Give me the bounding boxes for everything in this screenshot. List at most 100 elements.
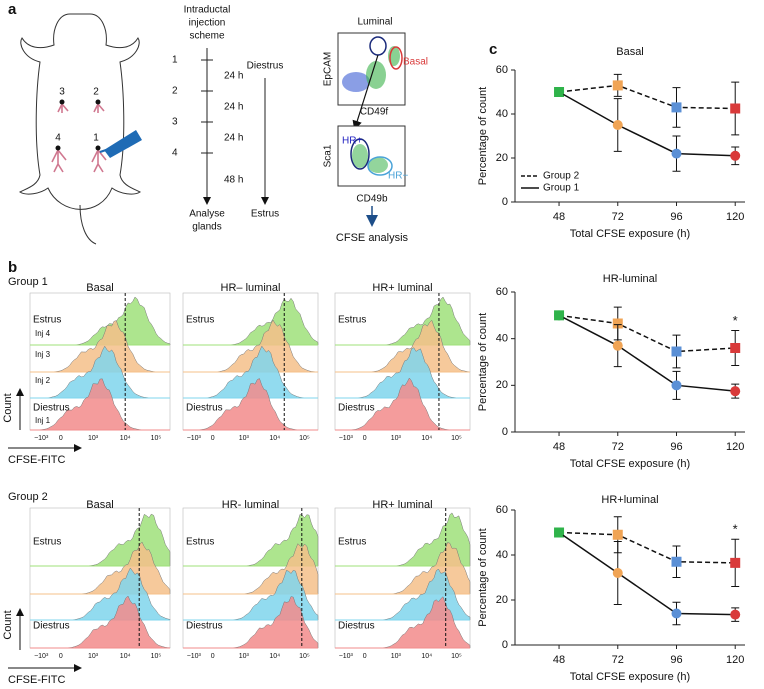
gland-label: 1 xyxy=(93,133,99,144)
marker xyxy=(730,386,741,397)
histogram-tick-label: 10⁴ xyxy=(269,653,280,660)
histogram-tick-label: 0 xyxy=(59,435,63,442)
stage-label: Estrus xyxy=(33,315,61,326)
flow-y-label: Sca1 xyxy=(323,144,334,167)
injection-label: Inj 3 xyxy=(35,350,51,359)
marker xyxy=(730,609,741,620)
histogram-tick-label: 10³ xyxy=(88,435,99,442)
x-tick-label: 96 xyxy=(670,654,682,666)
y-tick-label: 40 xyxy=(496,549,508,561)
histogram-tick-label: 10³ xyxy=(391,653,402,660)
histogram-tick-label: 10³ xyxy=(239,653,250,660)
histogram-title: Basal xyxy=(86,282,114,294)
histogram-title: HR+ luminal xyxy=(372,499,432,511)
scheme-title: injection xyxy=(189,18,226,29)
annotation: * xyxy=(733,522,738,537)
series-line xyxy=(559,531,736,564)
injection-scheme: Intraductal injection scheme 1 2 3 4 24 … xyxy=(172,5,283,233)
y-tick-label: 20 xyxy=(496,379,508,391)
flow-x-label: CD49f xyxy=(360,107,389,118)
x-tick-label: 48 xyxy=(553,654,565,666)
injection-label: Inj 2 xyxy=(35,376,51,385)
y-tick-label: 0 xyxy=(502,639,508,651)
stage-label: Diestrus xyxy=(33,403,70,414)
histogram-title: Basal xyxy=(86,499,114,511)
series-line xyxy=(558,91,736,157)
marker xyxy=(554,527,565,538)
y-tick-label: 60 xyxy=(496,504,508,516)
gland-label: 2 xyxy=(93,87,99,98)
marker xyxy=(612,568,623,578)
stage-label: Diestrus xyxy=(33,621,70,632)
histogram-tick-label: −10³ xyxy=(339,653,354,660)
gland-label: 3 xyxy=(59,87,65,98)
annotation: * xyxy=(733,313,738,328)
interval-label: 24 h xyxy=(224,71,243,82)
histogram-tick-label: 10⁴ xyxy=(120,435,131,442)
histogram-tick-label: 0 xyxy=(211,653,215,660)
y-tick-label: 60 xyxy=(496,286,508,298)
chart-title: Basal xyxy=(616,46,644,58)
panel-label: b xyxy=(8,259,17,276)
x-tick-label: 96 xyxy=(670,211,682,223)
histogram-curve xyxy=(30,541,171,595)
injection-label: Inj 4 xyxy=(35,329,51,338)
mouse-illustration: 3 2 4 1 xyxy=(19,13,142,245)
cfse-label: CFSE-FITC xyxy=(8,454,65,466)
flow-y-label: EpCAM xyxy=(323,52,334,86)
series-line xyxy=(558,314,736,353)
group-label: Group 1 xyxy=(8,276,48,288)
flow-output: CFSE analysis xyxy=(336,232,409,244)
marker xyxy=(554,87,565,97)
stage-label: Estrus xyxy=(33,537,61,548)
interval-label: 24 h xyxy=(224,102,243,113)
x-axis-label: Total CFSE exposure (h) xyxy=(570,228,690,240)
legend-label: Group 1 xyxy=(543,183,580,194)
histogram-tick-label: −10³ xyxy=(34,653,49,660)
step-label: 1 xyxy=(172,55,178,66)
stage-label: Estrus xyxy=(338,315,366,326)
panel-label: c xyxy=(489,41,497,58)
y-axis-label: Percentage of count xyxy=(477,528,489,626)
y-tick-label: 20 xyxy=(496,152,508,164)
count-label: Count xyxy=(2,610,14,639)
cycle-label: Estrus xyxy=(251,209,279,220)
marker xyxy=(730,150,741,161)
y-tick-label: 0 xyxy=(502,426,508,438)
histogram-tick-label: 10³ xyxy=(239,435,250,442)
histogram-tick-label: 10⁴ xyxy=(269,435,280,442)
histogram-title: HR– luminal xyxy=(221,282,281,294)
histogram-tick-label: 10⁵ xyxy=(299,435,310,442)
x-axis-label: Total CFSE exposure (h) xyxy=(570,671,690,683)
marker xyxy=(671,380,682,391)
x-tick-label: 120 xyxy=(726,441,744,453)
histogram-tick-label: 10⁵ xyxy=(451,653,462,660)
marker xyxy=(671,148,682,159)
histogram-tick-label: 10³ xyxy=(391,435,402,442)
gate-label: HR+ xyxy=(342,136,362,147)
marker xyxy=(730,103,741,114)
x-tick-label: 72 xyxy=(612,441,624,453)
x-tick-label: 120 xyxy=(726,654,744,666)
step-label: 3 xyxy=(172,117,178,128)
x-tick-label: 48 xyxy=(553,211,565,223)
group-label: Group 2 xyxy=(8,491,48,503)
series-line xyxy=(558,531,736,616)
cycle-label: Diestrus xyxy=(247,61,284,72)
marker xyxy=(730,557,741,568)
count-label: Count xyxy=(2,393,14,422)
marker xyxy=(671,608,682,619)
y-tick-label: 40 xyxy=(496,333,508,345)
gland-label: 4 xyxy=(55,133,61,144)
marker xyxy=(612,120,623,130)
x-axis-label: Total CFSE exposure (h) xyxy=(570,458,690,470)
stage-label: Estrus xyxy=(186,315,214,326)
marker xyxy=(671,556,682,567)
histogram-tick-label: 10⁵ xyxy=(299,653,310,660)
marker xyxy=(612,318,623,329)
marker xyxy=(612,80,623,91)
x-tick-label: 72 xyxy=(612,654,624,666)
histogram-tick-label: −10³ xyxy=(187,435,202,442)
scheme-title: scheme xyxy=(189,31,224,42)
